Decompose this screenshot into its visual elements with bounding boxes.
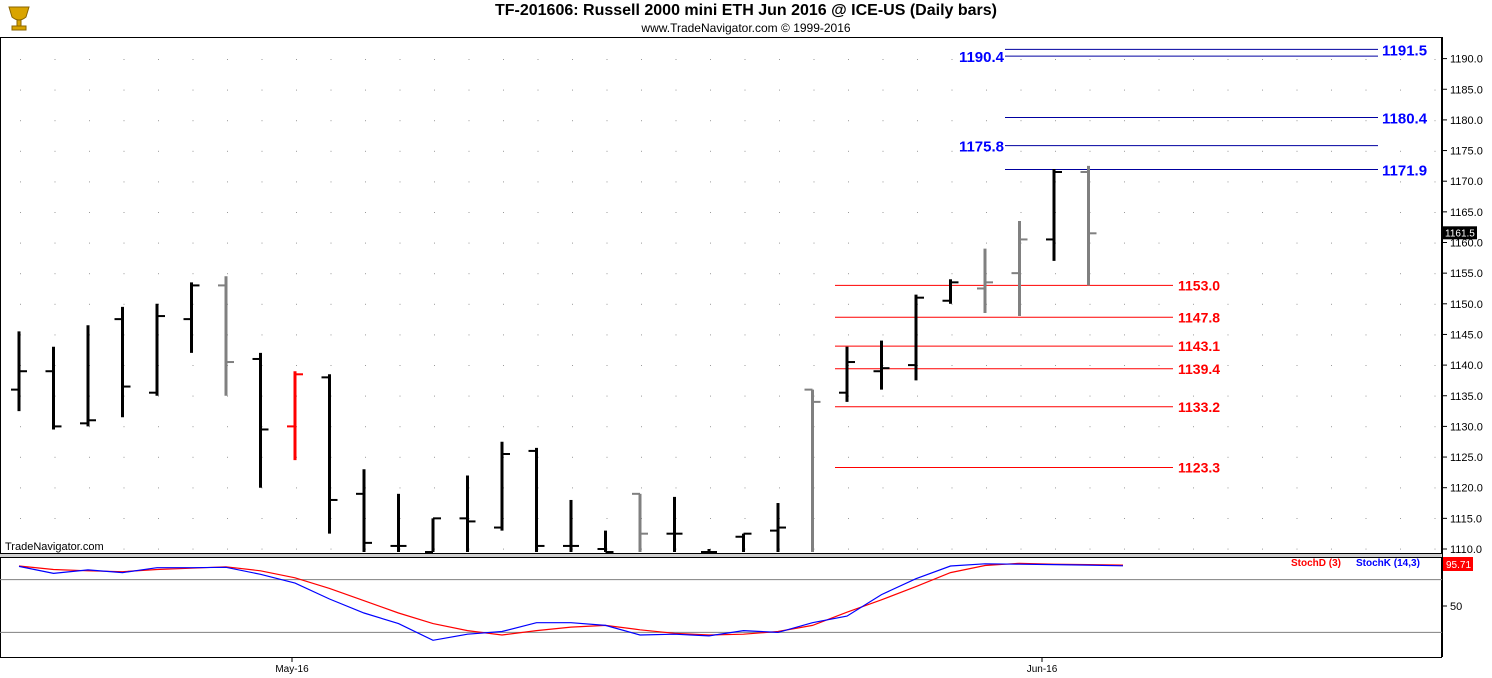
stoch-pane [0,557,1442,658]
y-tick-label: 1135.0 [1450,391,1483,403]
y-tick-label: 1120.0 [1450,483,1483,495]
target-label: 1190.4 [959,49,1005,66]
support-label: 1133.2 [1178,399,1220,415]
ohlc-bar [770,503,786,552]
ohlc-bar [287,371,303,461]
ohlc-bar [1011,221,1028,317]
ohlc-bar [149,303,165,396]
y-tick-label: 1140.0 [1450,360,1483,372]
chart-title: TF-201606: Russell 2000 mini ETH Jun 201… [494,2,997,19]
ohlc-bar [114,306,131,418]
support-label: 1139.4 [1178,361,1220,377]
stoch-last-box [1443,557,1473,571]
y-tick-label: 1145.0 [1450,329,1483,341]
target-label: 1191.5 [1382,42,1427,59]
ohlc-bar [804,388,821,552]
ohlc-bar [459,475,476,552]
ohlc-bar [1046,168,1062,261]
y-tick-label: 1190.0 [1450,54,1483,66]
y-tick-label: 1150.0 [1450,299,1483,311]
x-tick-label: Jun-16 [1027,664,1058,675]
support-label: 1143.1 [1178,338,1220,354]
pane-divider [0,554,1442,557]
ohlc-bar [735,532,752,552]
ohlc-bar [425,517,441,553]
ohlc-bar [11,331,27,412]
ohlc-bar [321,374,338,534]
y-tick-label: 1185.0 [1450,84,1483,96]
ohlc-bar [942,279,959,304]
ohlc-bar [390,493,407,552]
y-tick-label: 1170.0 [1450,176,1483,188]
y-tick-label: 1130.0 [1450,421,1483,433]
y-tick-label: 1180.0 [1450,115,1483,127]
stoch-last-label: 95.71 [1446,560,1471,571]
ohlc-bar [977,248,993,313]
legend-stoch-d: StochD (3) [1291,558,1341,569]
ohlc-bar [701,549,717,553]
chart-subtitle: www.TradeNavigator.com © 1999-2016 [641,21,851,35]
ohlc-bar [80,325,96,427]
support-label: 1123.3 [1178,459,1220,475]
stoch-tick-label: 50 [1450,601,1462,613]
watermark: TradeNavigator.com [5,541,104,553]
support-label: 1153.0 [1178,277,1220,293]
support-label: 1147.8 [1178,309,1220,325]
y-tick-label: 1125.0 [1450,452,1483,464]
ohlc-bar [873,340,890,390]
y-tick-label: 1110.0 [1450,544,1482,556]
last-price-box [1443,226,1477,240]
legend-stoch-k: StochK (14,3) [1356,558,1420,569]
ohlc-bar [563,499,579,552]
price-pane [0,37,1442,554]
ohlc-bar [666,496,683,552]
y-tick-label: 1175.0 [1450,146,1483,158]
stoch-k-line [18,563,1124,641]
ohlc-bar [632,492,648,552]
ohlc-bar [252,352,269,488]
last-price-label: 1161.5 [1445,228,1475,239]
ohlc-bar [356,469,372,552]
target-label: 1175.8 [959,139,1004,156]
y-tick-label: 1115.0 [1450,513,1482,525]
ohlc-bar [839,346,855,402]
y-tick-label: 1165.0 [1450,207,1483,219]
y-tick-label: 1160.0 [1450,238,1483,250]
ohlc-bar [908,294,924,381]
x-tick-label: May-16 [275,664,309,675]
ohlc-bar [183,282,200,353]
target-label: 1171.9 [1382,163,1427,180]
trophy-icon [4,3,34,33]
ohlc-bar [494,441,510,531]
ohlc-bar [218,276,234,396]
ohlc-bar [45,346,62,430]
ohlc-bar [528,447,545,552]
y-tick-label: 1155.0 [1450,268,1483,280]
ohlc-bar [597,530,614,553]
target-label: 1180.4 [1382,110,1428,127]
ohlc-bar [1080,165,1097,286]
